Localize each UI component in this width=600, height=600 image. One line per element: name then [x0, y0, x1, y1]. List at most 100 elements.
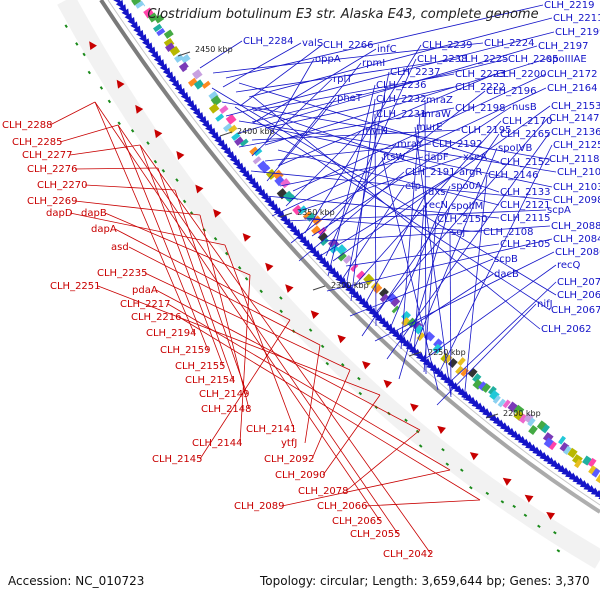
gene-label[interactable]: CLH_2118	[549, 154, 600, 165]
gene-label[interactable]: CLH_2232	[376, 94, 427, 105]
gene-label[interactable]: CLH_2147	[549, 113, 600, 124]
gene-label[interactable]: CLH_2066	[317, 501, 368, 512]
gene-label[interactable]: efp	[405, 181, 421, 192]
gene-label[interactable]: CLH_2055	[350, 529, 401, 540]
gene-label[interactable]: argR	[459, 167, 482, 178]
gene-label[interactable]: CLH_2216	[131, 312, 182, 323]
gene-label[interactable]: CLH_2090	[275, 470, 326, 481]
gene-label[interactable]: CLH_2172	[547, 69, 598, 80]
gene-label[interactable]: mviN	[362, 126, 388, 137]
gene-label[interactable]: pdaA	[132, 285, 158, 296]
gene-label[interactable]: rplT	[333, 74, 353, 85]
gene-label[interactable]: CLH_2133	[500, 187, 551, 198]
gene-label[interactable]: CLH_2194	[146, 328, 197, 339]
gene-label[interactable]: asd	[111, 242, 129, 253]
gene-label[interactable]: CLH_2103	[553, 182, 600, 193]
gene-label[interactable]: dapA	[91, 224, 117, 235]
gene-label[interactable]: CLH_2125	[553, 140, 600, 151]
gene-label[interactable]: CLH_2237	[390, 67, 441, 78]
gene-label[interactable]: mraW	[421, 109, 451, 120]
gene-label[interactable]: recN	[425, 200, 448, 211]
gene-label[interactable]: scpA	[547, 205, 571, 216]
gene-label[interactable]: CLH_2115	[500, 213, 551, 224]
gene-label[interactable]: CLH_2121	[500, 200, 551, 211]
gene-label[interactable]: CLH_2269	[27, 196, 78, 207]
gene-label[interactable]: nusB	[512, 102, 537, 113]
gene-label[interactable]: CLH_2108	[483, 227, 534, 238]
gene-label[interactable]: CLH_2238	[417, 54, 468, 65]
gene-label[interactable]: ytfJ	[281, 438, 297, 449]
gene-label[interactable]: CLH_2152	[500, 157, 551, 168]
gene-label[interactable]: CLH_2198	[455, 103, 506, 114]
gene-label[interactable]: CLH_2219	[544, 0, 595, 11]
gene-label[interactable]: valS	[302, 38, 323, 49]
gene-label[interactable]: CLH_2136	[551, 127, 600, 138]
gene-label[interactable]: CLH_2067	[551, 305, 600, 316]
gene-label[interactable]: CLH_2288	[2, 120, 53, 131]
gene-label[interactable]: CLH_2084	[553, 234, 600, 245]
gene-label[interactable]: CLH_2159	[160, 345, 211, 356]
gene-label[interactable]: CLH_2145	[152, 454, 203, 465]
gene-label[interactable]: CLH_2088	[551, 221, 600, 232]
gene-label[interactable]: CLH_2211	[553, 13, 600, 24]
gene-label[interactable]: CLH_2266	[323, 40, 374, 51]
gene-label[interactable]: CLH_2235	[97, 268, 148, 279]
gene-label[interactable]: ftsW	[383, 152, 405, 163]
gene-label[interactable]: CLH_2155	[175, 361, 226, 372]
gene-label[interactable]: oppA	[315, 54, 341, 65]
gene-label[interactable]: CLH_2217	[120, 299, 171, 310]
gene-label[interactable]: CLH_2078	[298, 486, 349, 497]
gene-label[interactable]: CLH_2195	[461, 125, 512, 136]
gene-label[interactable]: CLH_2191	[405, 167, 456, 178]
gene-label[interactable]: spoIIM	[451, 201, 483, 212]
gene-label[interactable]: spoIVB	[498, 143, 532, 154]
gene-label[interactable]: CLH_2223	[455, 69, 506, 80]
gene-label[interactable]: CLH_2153	[551, 101, 600, 112]
gene-label[interactable]: CLH_2098	[553, 195, 600, 206]
gene-label[interactable]: CLH_2089	[234, 501, 285, 512]
gene-label[interactable]: soj	[451, 227, 465, 238]
gene-label[interactable]: CLH_2144	[192, 438, 243, 449]
gene-label[interactable]: CLH_2070	[557, 277, 600, 288]
gene-label[interactable]: CLH_2239	[422, 40, 473, 51]
gene-label[interactable]: CLH_2277	[22, 150, 73, 161]
gene-label[interactable]: recQ	[557, 260, 581, 271]
gene-label[interactable]: CLH_2270	[37, 180, 88, 191]
gene-label[interactable]: spoIIIAE	[547, 54, 587, 65]
gene-label[interactable]: CLH_2141	[246, 424, 297, 435]
gene-label[interactable]: CLH_2092	[264, 454, 315, 465]
gene-label[interactable]: rpmI	[362, 58, 385, 69]
gene-label[interactable]: CLH_2196	[486, 86, 537, 97]
gene-label[interactable]: CLH_2109	[557, 167, 600, 178]
gene-label[interactable]: infC	[377, 44, 397, 55]
gene-label[interactable]: CLH_2062	[541, 324, 592, 335]
gene-label[interactable]: CLH_2150	[437, 214, 488, 225]
gene-label[interactable]: dacB	[494, 269, 519, 280]
gene-label[interactable]: CLH_2222	[455, 82, 506, 93]
gene-label[interactable]: CLH_2251	[50, 281, 101, 292]
gene-label[interactable]: CLH_2154	[185, 375, 236, 386]
gene-label[interactable]: dapD	[46, 208, 73, 219]
gene-label[interactable]: CLH_2231	[376, 109, 427, 120]
gene-label[interactable]: CLH_2205	[508, 54, 559, 65]
gene-label[interactable]: murE	[416, 122, 443, 133]
gene-label[interactable]: CLH_2199	[555, 27, 600, 38]
gene-label[interactable]: CLH_2148	[201, 404, 252, 415]
gene-label[interactable]: pheT	[337, 93, 363, 104]
gene-label[interactable]: CLH_2105	[500, 239, 551, 250]
gene-label[interactable]: mraZ	[426, 95, 453, 106]
gene-label[interactable]: CLH_2192	[432, 139, 483, 150]
gene-label[interactable]: dapF	[424, 152, 449, 163]
gene-label[interactable]: CLH_2236	[376, 80, 427, 91]
gene-label[interactable]: scpB	[494, 254, 518, 265]
gene-label[interactable]: CLH_2165	[500, 129, 551, 140]
gene-label[interactable]: CLH_2149	[199, 389, 250, 400]
gene-label[interactable]: spo0A	[451, 181, 482, 192]
gene-label[interactable]: nifJ	[537, 299, 553, 310]
gene-label[interactable]: mraY	[397, 139, 424, 150]
gene-label[interactable]: CLH_2042	[383, 549, 434, 560]
gene-label[interactable]: CLH_2146	[488, 170, 539, 181]
gene-label[interactable]: CLH_2065	[332, 516, 383, 527]
gene-label[interactable]: dxs	[428, 187, 445, 198]
gene-label[interactable]: CLH_2225	[458, 54, 509, 65]
